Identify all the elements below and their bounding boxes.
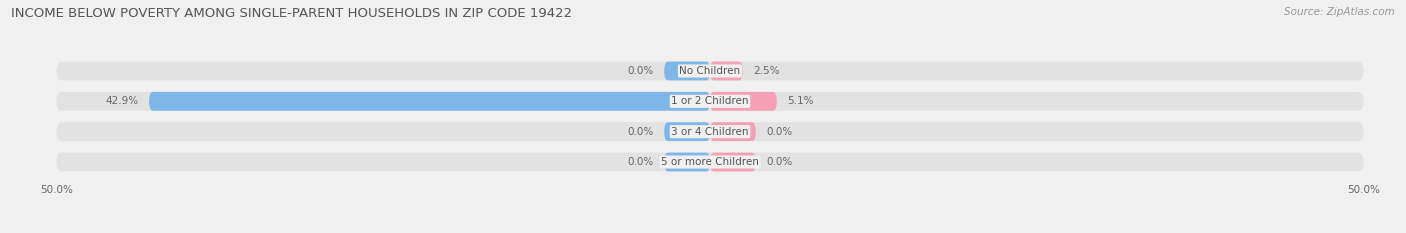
Text: 1 or 2 Children: 1 or 2 Children [671,96,749,106]
Text: INCOME BELOW POVERTY AMONG SINGLE-PARENT HOUSEHOLDS IN ZIP CODE 19422: INCOME BELOW POVERTY AMONG SINGLE-PARENT… [11,7,572,20]
FancyBboxPatch shape [664,62,710,80]
Text: 3 or 4 Children: 3 or 4 Children [671,127,749,137]
FancyBboxPatch shape [56,92,1364,111]
Text: No Children: No Children [679,66,741,76]
Text: 0.0%: 0.0% [627,66,654,76]
Text: 5 or more Children: 5 or more Children [661,157,759,167]
FancyBboxPatch shape [710,62,742,80]
FancyBboxPatch shape [664,122,710,141]
FancyBboxPatch shape [664,153,710,171]
FancyBboxPatch shape [149,92,710,111]
FancyBboxPatch shape [710,153,756,171]
Text: 2.5%: 2.5% [754,66,780,76]
Text: 0.0%: 0.0% [766,157,793,167]
Text: 0.0%: 0.0% [766,127,793,137]
Text: Source: ZipAtlas.com: Source: ZipAtlas.com [1284,7,1395,17]
Text: 0.0%: 0.0% [627,127,654,137]
Text: 5.1%: 5.1% [787,96,814,106]
FancyBboxPatch shape [56,62,1364,80]
Text: 42.9%: 42.9% [105,96,139,106]
FancyBboxPatch shape [56,122,1364,141]
Text: 0.0%: 0.0% [627,157,654,167]
FancyBboxPatch shape [710,122,756,141]
FancyBboxPatch shape [56,153,1364,171]
FancyBboxPatch shape [710,92,776,111]
